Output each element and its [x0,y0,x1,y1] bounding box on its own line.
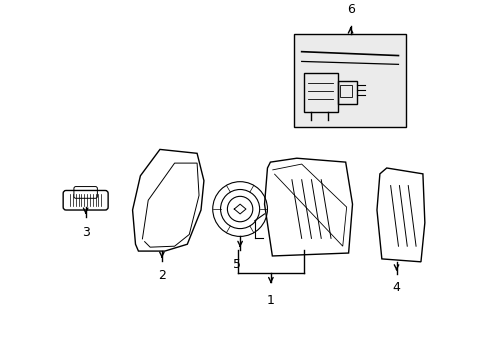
Bar [337,81,357,104]
Text: 5: 5 [233,258,241,271]
Bar [293,34,406,127]
Text: 2: 2 [158,269,165,282]
Text: 1: 1 [266,294,274,307]
Text: 4: 4 [392,282,400,294]
Text: 6: 6 [346,4,354,17]
Bar [339,85,351,96]
Bar [303,73,337,112]
Text: 3: 3 [81,226,89,239]
